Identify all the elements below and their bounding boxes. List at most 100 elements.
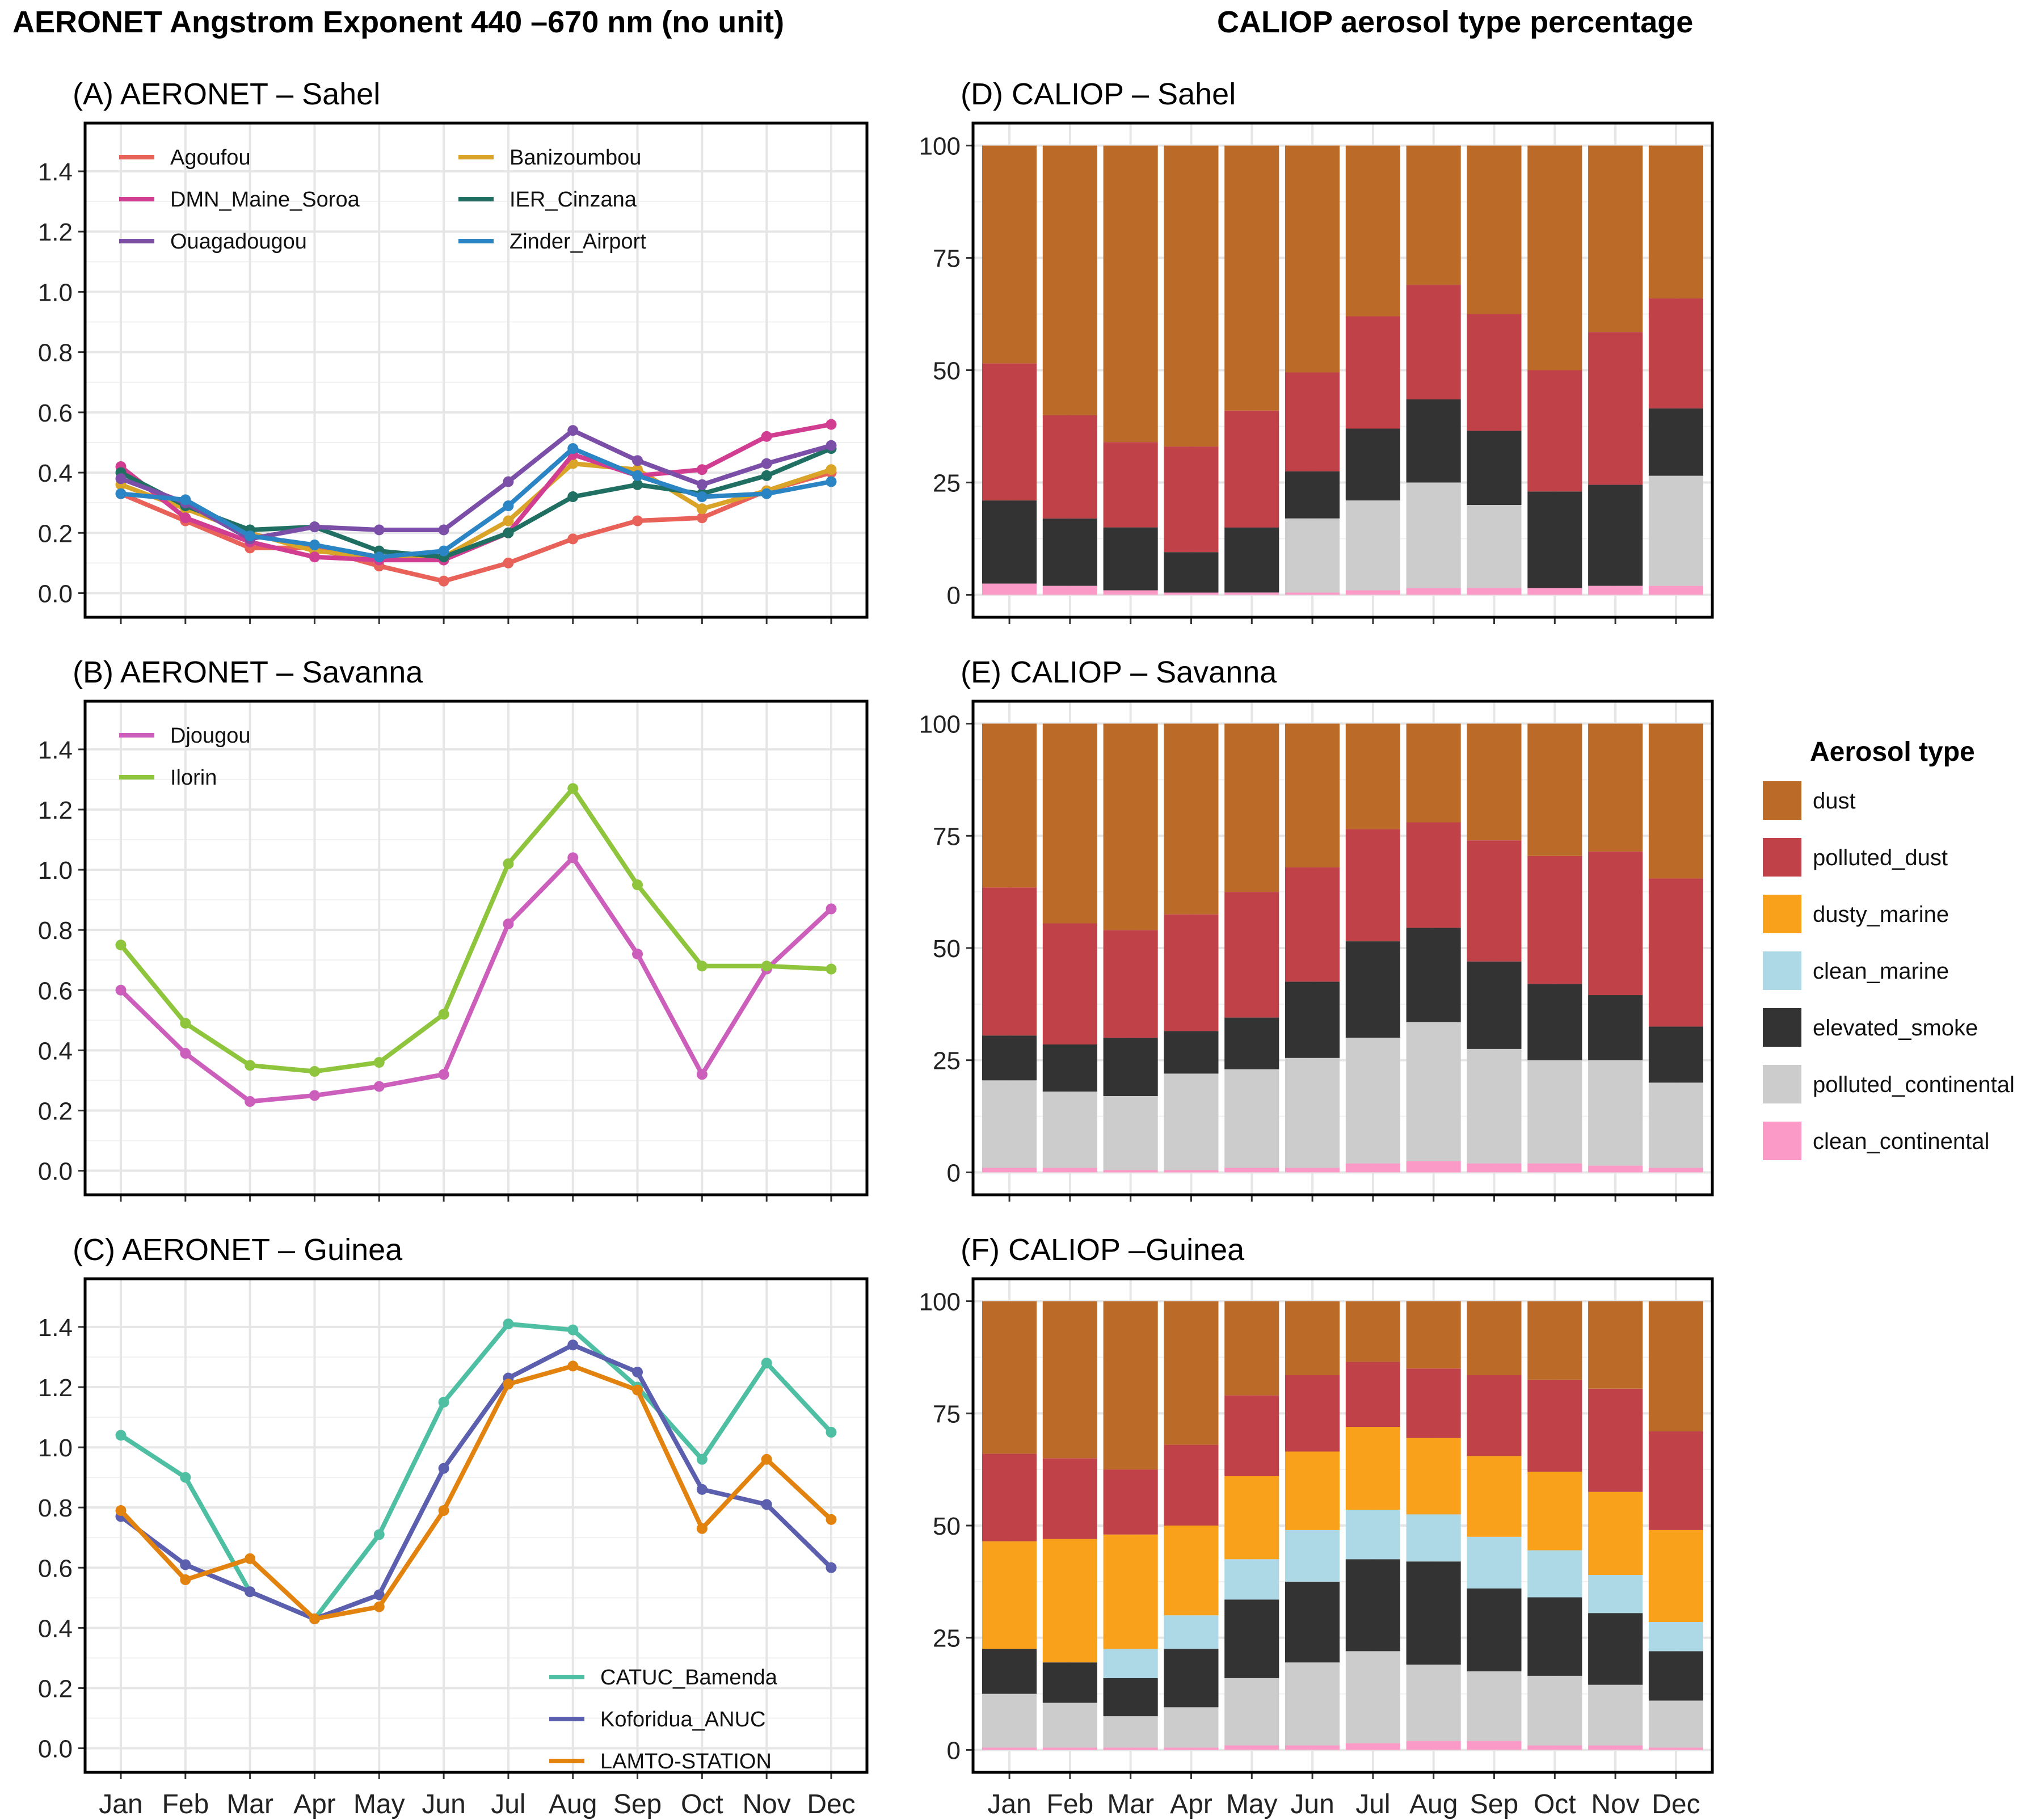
legend-item-clean_marine: clean_marine [1763,951,1949,990]
bar-polluted_continental [1648,1082,1703,1168]
bar-polluted_dust [1285,1375,1340,1452]
legend-item-dust: dust [1763,781,1856,820]
legend-item: LAMTO-STATION [549,1750,772,1773]
y-tick-label: 0 [947,1737,961,1764]
y-tick-label: 0 [947,1159,961,1187]
bar-polluted_dust [1588,332,1643,485]
x-tick-label: Jul [1355,1789,1390,1819]
bar-polluted_dust [1648,878,1703,1027]
bar-clean_continental [1406,1741,1461,1750]
bar-dusty_marine [1285,1451,1340,1530]
bar-polluted_continental [1527,1676,1582,1746]
data-point [503,1318,514,1330]
bar-elevated_smoke [1648,1651,1703,1701]
data-point [180,1018,191,1029]
bar-polluted_dust [1467,1375,1522,1456]
data-point [373,551,385,563]
panel-c: (C) AERONET – Guinea 0.0 0.2 0.4 0.6 0.8 1.0 1.… [38,1233,869,1819]
series-line [120,470,832,584]
data-point [373,1601,385,1612]
bar-elevated_smoke [1588,485,1643,586]
bar-clean_marine [1527,1550,1582,1598]
data-point [503,515,514,526]
bar-elevated_smoke [1285,981,1340,1058]
y-tick-label: 100 [919,1288,961,1316]
bar-clean_continental [982,1168,1037,1173]
bar-dusty_marine [1588,1492,1643,1575]
data-point [438,1069,449,1080]
bar-clean_continental [1588,1165,1643,1173]
panel-d: (D) CALIOP – Sahel 0 25 50 75 100 [919,77,1714,624]
legend-item-polluted_continental: polluted_continental [1763,1065,2015,1103]
bar-clean_continental [1285,592,1340,595]
data-point [632,479,643,490]
legend-label: clean_marine [1813,959,1949,984]
data-point [761,960,772,972]
bar-dust [1224,1301,1279,1396]
data-point [309,1613,320,1624]
series-line [119,786,832,1074]
bar-clean_continental [1103,1170,1158,1173]
bar-polluted_continental [1648,1700,1703,1748]
bar-polluted_dust [1648,1431,1703,1530]
bar-clean_continental [1467,1741,1522,1750]
y-tick-label: 100 [919,133,961,161]
bar-dust [1588,145,1643,332]
data-point [438,575,449,587]
bar-polluted_continental [1467,505,1522,588]
data-point [761,470,772,481]
bar-clean_marine [1406,1514,1461,1562]
bar-elevated_smoke [1467,961,1522,1049]
bar-polluted_continental [1345,500,1400,591]
bar-elevated_smoke [1103,527,1158,591]
data-point [632,1384,643,1396]
bar-dust [1042,1301,1097,1459]
legend-label: elevated_smoke [1813,1016,1978,1040]
data-point [761,458,772,469]
bar-elevated_smoke [1164,1031,1219,1074]
data-point [632,879,643,891]
bar-dust [1345,1301,1400,1362]
x-tick-label: Aug [549,1789,597,1819]
data-point [115,1430,127,1441]
x-tick-label: Oct [681,1789,723,1819]
bar-elevated_smoke [1345,941,1400,1038]
bar-clean_continental [1042,585,1097,595]
bar-dust [1406,1301,1461,1369]
bar-polluted_continental [1285,518,1340,593]
bar-elevated_smoke [1103,1678,1158,1717]
bar-clean_continental [1164,592,1219,595]
legend-swatch [1763,838,1801,877]
legend-swatch [1763,951,1801,990]
legend-label: Ouagadougou [170,230,307,254]
legend-item: Ilorin [119,766,217,790]
data-point [761,1454,772,1465]
data-point [309,521,320,533]
bar-elevated_smoke [1345,428,1400,501]
panel-f: (F) CALIOP –Guinea 0 25 50 75 100 Jan Feb Mar Apr… [919,1233,1714,1819]
bar-clean_marine [1588,1575,1643,1613]
panel-border [83,121,869,619]
bar-polluted_dust [982,1454,1037,1541]
bar-polluted_dust [982,887,1037,1036]
y-tick-label: 25 [933,469,961,497]
data-point [309,1090,320,1101]
data-point [503,557,514,568]
bar-polluted_continental [1648,475,1703,586]
panel-legend: Djougou Ilorin [119,724,251,790]
series-group [115,419,837,587]
legend-item: CATUC_Bamenda [549,1666,778,1690]
bar-polluted_continental [1467,1049,1522,1164]
data-point [503,858,514,869]
legend-swatch [1763,1065,1801,1103]
x-tick-label: Jan [99,1789,142,1819]
data-point [180,1048,191,1059]
bar-clean_continental [1042,1747,1097,1750]
bar-clean_continental [1042,1168,1097,1173]
bar-elevated_smoke [1164,1649,1219,1708]
left-column-title: AERONET Angstrom Exponent 440 –670 nm (n… [12,5,785,39]
bar-elevated_smoke [1042,518,1097,586]
grid [85,1279,867,1772]
bar-clean_continental [1648,585,1703,595]
legend-label: polluted_dust [1813,845,1948,870]
